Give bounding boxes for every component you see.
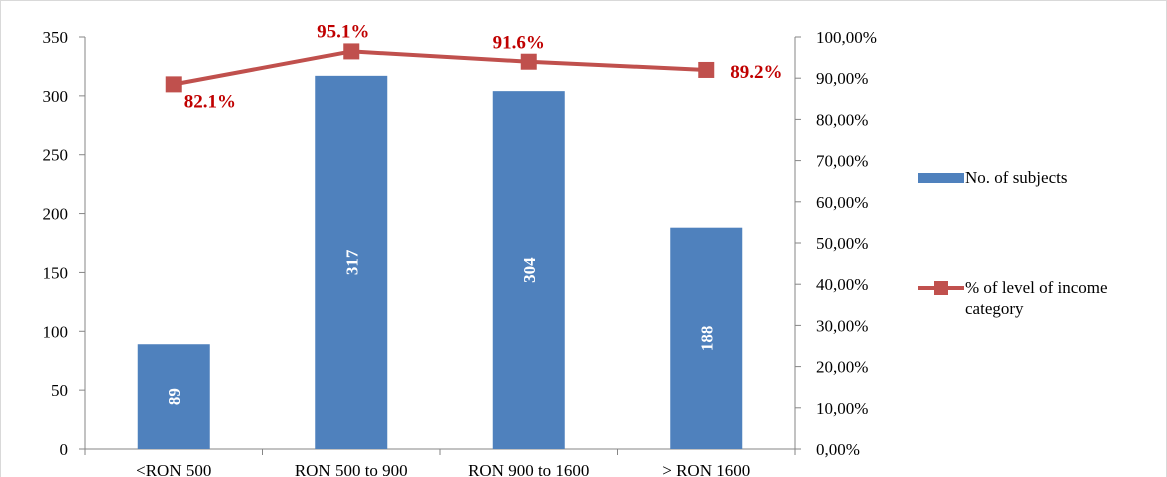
bar-data-label: 89 [165, 388, 184, 405]
left-tick-label: 50 [51, 381, 68, 400]
legend-line-label: % of level of income [965, 278, 1108, 297]
bar [315, 75, 388, 450]
left-tick-label: 250 [43, 146, 69, 165]
right-tick-label: 10,00% [816, 399, 868, 418]
percentage-marker [165, 76, 182, 93]
right-tick-label: 100,00% [816, 28, 877, 47]
percentage-marker [520, 53, 537, 70]
left-tick-label: 300 [43, 87, 69, 106]
legend-bar-label: No. of subjects [965, 168, 1067, 187]
x-category-label: <RON 500 [136, 461, 211, 477]
bar [492, 91, 565, 450]
right-tick-label: 50,00% [816, 234, 868, 253]
right-tick-label: 80,00% [816, 110, 868, 129]
left-tick-label: 200 [43, 205, 69, 224]
bar-data-label: 317 [342, 249, 361, 275]
legend-line-marker [934, 281, 948, 295]
left-tick-label: 350 [43, 28, 69, 47]
left-tick-label: 100 [43, 322, 69, 341]
percentage-data-label: 91.6% [493, 33, 545, 54]
bar [670, 227, 743, 449]
percentage-data-label: 82.1% [184, 91, 236, 112]
right-tick-label: 90,00% [816, 69, 868, 88]
right-tick-label: 0,00% [816, 440, 860, 459]
bar-data-label: 188 [697, 326, 716, 352]
right-tick-label: 30,00% [816, 316, 868, 335]
x-category-label: RON 500 to 900 [295, 461, 408, 477]
percentage-marker [343, 43, 360, 60]
right-tick-label: 40,00% [816, 275, 868, 294]
bar-data-label: 304 [520, 257, 539, 283]
percentage-data-label: 95.1% [317, 21, 369, 42]
legend-line-label: category [965, 299, 1024, 318]
x-category-label: RON 900 to 1600 [468, 461, 589, 477]
bar [137, 344, 210, 449]
percentage-line [173, 49, 707, 87]
left-tick-label: 150 [43, 263, 69, 282]
left-tick-label: 0 [60, 440, 69, 459]
right-tick-label: 70,00% [816, 152, 868, 171]
percentage-marker [698, 61, 715, 78]
percentage-data-label: 89.2% [730, 62, 782, 83]
right-tick-label: 20,00% [816, 358, 868, 377]
x-category-label: > RON 1600 [662, 461, 750, 477]
right-tick-label: 60,00% [816, 193, 868, 212]
legend-bar-swatch [918, 173, 964, 183]
